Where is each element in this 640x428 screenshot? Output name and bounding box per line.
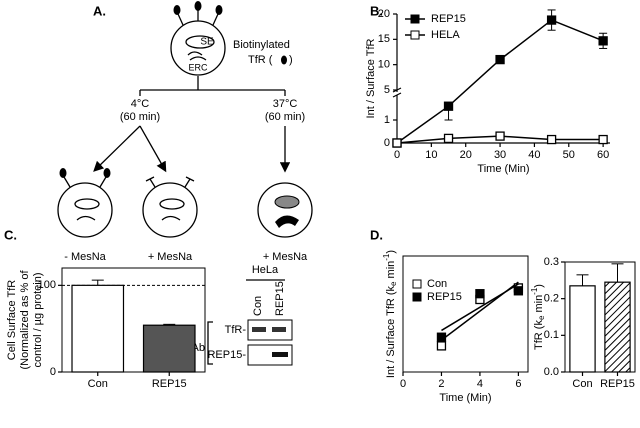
axis-title-part: e [537, 315, 546, 320]
data-point [392, 138, 402, 148]
axis-title-part: -1 [382, 253, 391, 261]
legend-marker [412, 279, 422, 289]
bar [604, 281, 631, 373]
panel-label: B. [370, 3, 383, 18]
label: + MesNa [263, 251, 308, 263]
label: TfR ( [248, 54, 273, 66]
band-label: REP15- [207, 349, 246, 361]
x-tick-label: 2 [438, 378, 444, 390]
legend-marker [410, 14, 420, 24]
data-point [546, 15, 557, 25]
axis-title: (Normalized as % of [19, 270, 31, 370]
panel-label: A. [93, 3, 106, 18]
x-tick-label: 0 [394, 149, 400, 161]
data-point [495, 54, 505, 65]
label: ) [289, 54, 293, 66]
axis-title: Time (Min) [477, 163, 529, 175]
axis-title-part: -1 [530, 287, 539, 295]
data-point [495, 131, 505, 141]
label: + MesNa [148, 251, 193, 263]
x-tick-label: Con [572, 378, 592, 390]
label: (60 min) [120, 111, 160, 123]
data-point [436, 341, 447, 351]
bar [142, 324, 196, 373]
label: HeLa [252, 264, 279, 276]
y-tick-label: 0.3 [544, 256, 559, 268]
band-label: TfR- [225, 324, 247, 336]
y-tick-label: 10 [378, 59, 390, 71]
axis-title-part: TfR (k [533, 320, 545, 350]
label: ERC [188, 62, 208, 72]
data-point [436, 332, 447, 342]
label: SE [200, 37, 214, 48]
lane-label: REP15 [274, 281, 286, 316]
x-tick-label: 40 [528, 149, 540, 161]
data-point [598, 36, 608, 46]
x-tick-label: REP15 [152, 378, 187, 390]
y-tick-label: 0.1 [544, 329, 559, 341]
series-line [396, 19, 604, 144]
x-tick-label: 20 [460, 149, 472, 161]
axis-title-part: min [533, 295, 545, 316]
x-tick-label: 30 [494, 149, 506, 161]
label: 4°C [131, 98, 150, 110]
plot-frame [61, 267, 206, 373]
legend-label: Con [427, 278, 447, 290]
legend-marker [412, 292, 422, 302]
y-tick-label: 15 [378, 33, 390, 45]
y-tick-label: 100 [38, 279, 56, 291]
label: 37°C [273, 98, 298, 110]
axis-title-part: ) [533, 284, 545, 288]
y-tick-label: 20 [378, 8, 390, 20]
data-point [598, 134, 608, 145]
lane-label: Con [252, 296, 264, 316]
label: Biotinylated [233, 39, 290, 51]
plot-frame [402, 255, 529, 373]
axis-title: Int / Surface TfR [365, 39, 377, 119]
legend-label: REP15 [431, 13, 466, 25]
label: (60 min) [265, 111, 305, 123]
axis-title: control / µg protein) [32, 273, 44, 368]
bar [71, 284, 125, 373]
y-tick-label: 0 [384, 137, 390, 149]
x-tick-label: 10 [425, 149, 437, 161]
axis-title: Cell Surface TfR [6, 280, 18, 361]
axis-title-part: e [389, 281, 398, 286]
x-tick-label: Con [88, 378, 108, 390]
y-tick-label: 0.2 [544, 293, 559, 305]
x-tick-label: REP15 [600, 378, 635, 390]
y-tick-label: 5 [384, 84, 390, 96]
axis-title: TfR (ke min-1) [530, 284, 546, 350]
x-tick-label: 0 [400, 378, 406, 390]
axis-title-part: Int / Surface TfR (k [385, 285, 397, 378]
legend-marker [410, 30, 420, 40]
y-tick-label: 0 [50, 366, 56, 378]
data-point [475, 289, 485, 299]
legend-label: HELA [431, 29, 460, 41]
x-tick-label: 50 [563, 149, 575, 161]
legend-label: REP15 [427, 291, 462, 303]
x-tick-label: 4 [477, 378, 483, 390]
data-point [546, 134, 557, 145]
axis-title-part: min [385, 261, 397, 282]
axis-title: Time (Min) [439, 392, 491, 404]
panel-label: D. [370, 227, 383, 242]
data-point [443, 133, 454, 144]
label: - MesNa [64, 251, 106, 263]
fit-line [441, 283, 519, 332]
axis-title: Int / Surface TfR (ke min-1) [382, 250, 398, 378]
axis-break [392, 92, 402, 98]
data-point [513, 286, 524, 296]
panel-label: C. [4, 227, 17, 242]
x-tick-label: 6 [515, 378, 521, 390]
y-tick-label: 1 [384, 114, 390, 126]
axis-title-part: ) [385, 250, 397, 254]
data-point [443, 101, 454, 111]
x-tick-label: 60 [597, 149, 609, 161]
y-tick-label: 0.0 [544, 366, 559, 378]
bar [569, 285, 596, 373]
diagram: SE ERC Biotinylated TfR ( ) 4°C (60 min)… [57, 1, 313, 263]
plot-frame [564, 261, 636, 373]
